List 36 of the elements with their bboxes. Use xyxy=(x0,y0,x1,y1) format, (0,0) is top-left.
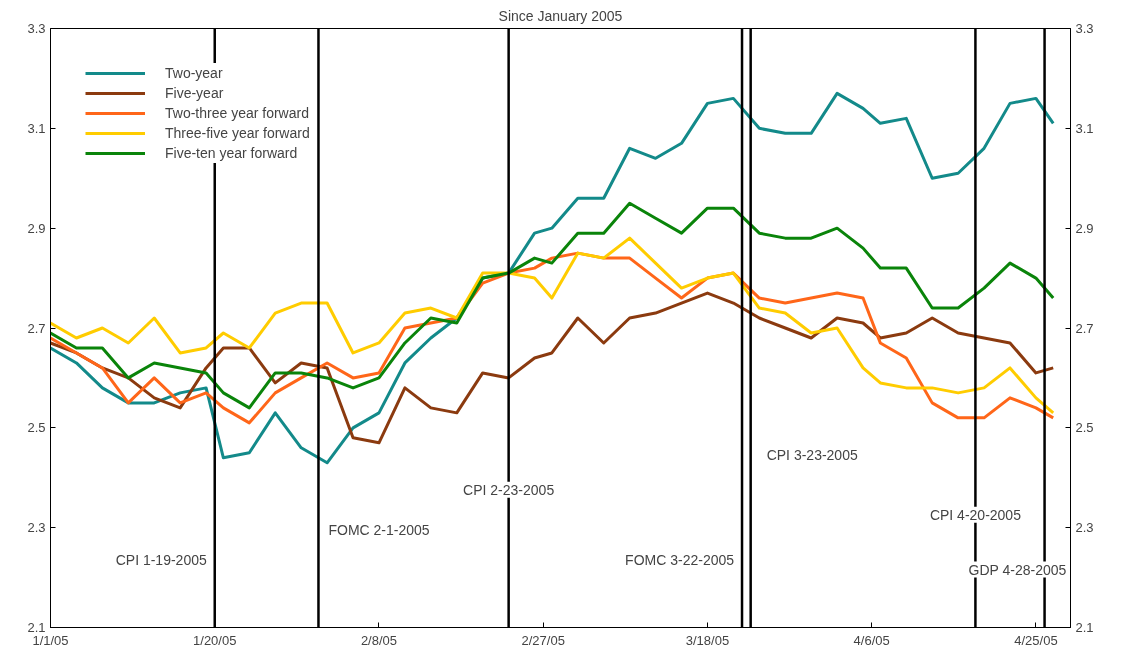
x-tick-label: 2/27/05 xyxy=(521,632,565,648)
y2-tick-label: 2.7 xyxy=(1075,320,1094,336)
y2-tick-label: 3.1 xyxy=(1075,120,1094,136)
x-tick-label: 4/25/05 xyxy=(1014,632,1058,648)
chart-title: Since January 2005 xyxy=(498,7,623,24)
ref-line-label: FOMC 2-1-2005 xyxy=(328,521,430,538)
legend-label: Two-three year forward xyxy=(165,105,309,121)
ref-line-label: FOMC 3-22-2005 xyxy=(625,551,735,568)
y2-tick-label: 3.3 xyxy=(1075,21,1094,36)
x-tick-label: 4/6/05 xyxy=(853,632,890,648)
legend-label: Three-five year forward xyxy=(165,125,310,141)
y-tick-label: 2.3 xyxy=(27,520,46,536)
y2-tick-label: 2.5 xyxy=(1075,420,1094,436)
x-tick-label: 2/8/05 xyxy=(360,632,398,648)
y2-tick-label: 2.3 xyxy=(1075,520,1094,536)
legend-label: Five-ten year forward xyxy=(165,145,298,161)
ref-line-label: CPI 1-19-2005 xyxy=(115,551,207,568)
legend-label: Two-year xyxy=(165,65,223,81)
ref-line-label: GDP 4-28-2005 xyxy=(968,561,1067,578)
y-tick-label: 2.1 xyxy=(27,620,46,635)
legend-label: Five-year xyxy=(165,85,224,101)
y2-tick-label: 2.1 xyxy=(1075,620,1094,635)
y-tick-label: 2.9 xyxy=(27,220,46,236)
x-tick-label: 1/20/05 xyxy=(193,632,237,648)
y-tick-label: 2.5 xyxy=(27,420,46,436)
ref-line-label: CPI 3-23-2005 xyxy=(766,446,858,463)
line-series xyxy=(50,291,1055,445)
ref-line-label: CPI 2-23-2005 xyxy=(463,481,555,498)
x-tick-label: 1/1/05 xyxy=(32,632,69,648)
y-tick-label: 2.7 xyxy=(27,320,46,336)
y2-tick-label: 2.9 xyxy=(1075,220,1094,236)
y-tick-label: 3.1 xyxy=(27,120,46,136)
line-series xyxy=(50,201,1055,410)
y-tick-label: 3.3 xyxy=(27,21,46,36)
ref-line-label: CPI 4-20-2005 xyxy=(929,506,1022,523)
x-tick-label: 3/18/05 xyxy=(685,632,730,648)
